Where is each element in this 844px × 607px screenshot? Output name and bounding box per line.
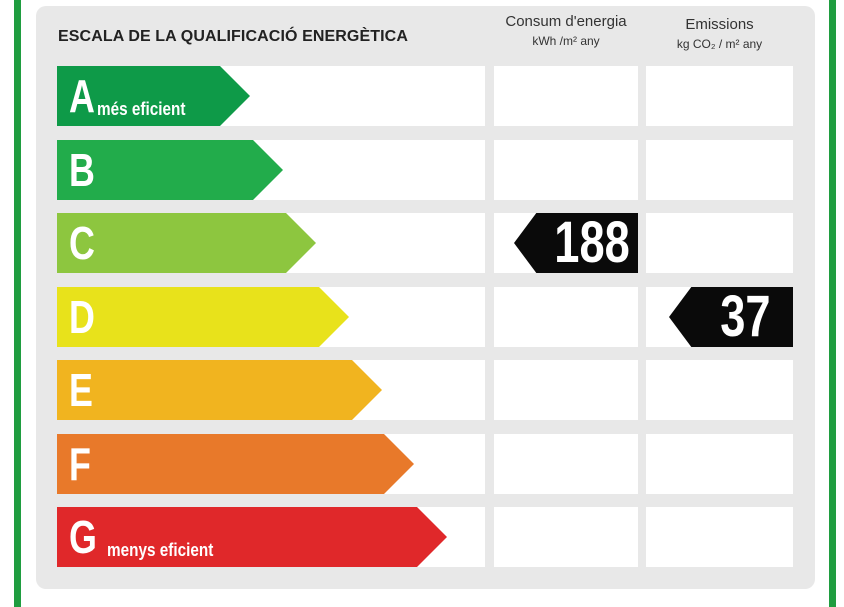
- rating-arrow-d: D: [57, 287, 349, 347]
- emissions-value: 37: [720, 284, 771, 349]
- rating-letter: B: [69, 144, 95, 196]
- rating-arrow-f: F: [57, 434, 414, 494]
- rating-letter: G: [69, 511, 97, 563]
- emissions-cell: [646, 507, 793, 567]
- label-title: ESCALA DE LA QUALIFICACIÓ ENERGÈTICA: [58, 28, 408, 45]
- rating-arrow-b: B: [57, 140, 283, 200]
- energy-value-marker: 188: [514, 213, 638, 273]
- rating-letter: D: [69, 291, 95, 343]
- rating-letter: F: [69, 438, 91, 490]
- energy-cell: [494, 507, 638, 567]
- emissions-cell: [646, 140, 793, 200]
- energy-column-unit: kWh /m² any: [532, 34, 600, 48]
- rating-letter: A: [69, 70, 95, 122]
- frame-border-left: [14, 0, 21, 607]
- energy-cell: [494, 140, 638, 200]
- rating-letter: C: [69, 217, 95, 269]
- rating-arrow-c: C: [57, 213, 316, 273]
- emissions-cell: [646, 434, 793, 494]
- emissions-cell: [646, 213, 793, 273]
- emissions-column-title: Emissions: [685, 16, 754, 33]
- energy-cell: [494, 287, 638, 347]
- emissions-cell: [646, 360, 793, 420]
- energy-cell: [494, 360, 638, 420]
- energy-cell: [494, 66, 638, 126]
- emissions-value-marker: 37: [669, 287, 793, 347]
- energy-cell: [494, 434, 638, 494]
- rating-note: menys eficient: [107, 540, 214, 560]
- frame-border-right: [829, 0, 836, 607]
- energy-value: 188: [554, 210, 630, 275]
- energy-column-header: Consum d'energia kWh /m² any: [494, 13, 638, 48]
- emissions-column-header: Emissions kg CO₂ / m² any: [646, 16, 793, 51]
- emissions-column-unit: kg CO₂ / m² any: [676, 37, 763, 51]
- rating-letter: E: [69, 364, 93, 416]
- rating-note: més eficient: [97, 99, 186, 119]
- energy-column-title: Consum d'energia: [505, 13, 627, 30]
- emissions-cell: [646, 66, 793, 126]
- rating-arrow-e: E: [57, 360, 382, 420]
